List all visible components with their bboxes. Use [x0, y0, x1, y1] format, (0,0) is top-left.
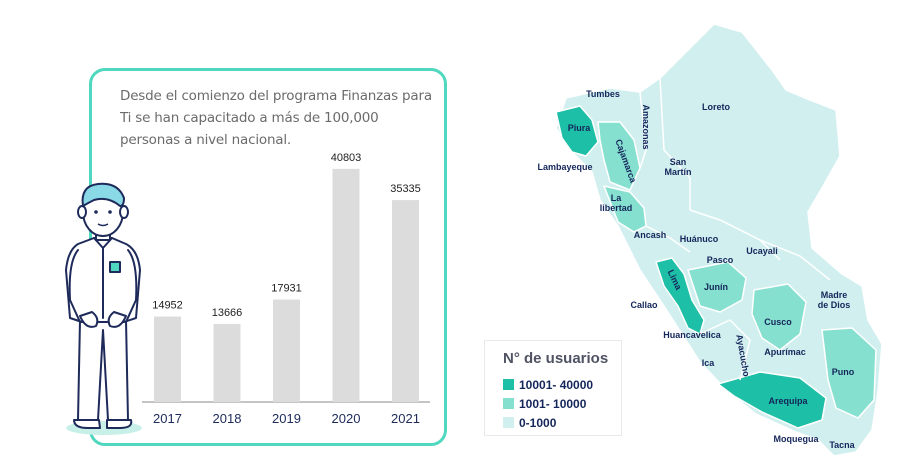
- map-region-puno: [821, 327, 877, 419]
- x-tick-label: 2020: [332, 411, 361, 426]
- info-panel: Desde el comienzo del programa Finanzas …: [89, 68, 447, 446]
- map-region-piura: [555, 105, 599, 157]
- map-label-arequipa: Arequipa: [768, 396, 808, 406]
- map-label-moquegua: Moquegua: [774, 434, 820, 444]
- legend-swatch-high: [503, 379, 514, 390]
- bar-value-label: 17931: [271, 283, 302, 295]
- map-label-callao: Callao: [630, 300, 658, 310]
- legend: N° de usuarios 10001- 40000 1001- 10000 …: [484, 340, 622, 436]
- map-label-huanuco: Huánuco: [680, 234, 719, 244]
- map-label-ucayali: Ucayali: [746, 246, 778, 256]
- map-label-ancash: Ancash: [634, 230, 667, 240]
- x-tick-label: 2018: [213, 411, 242, 426]
- map-label-tumbes: Tumbes: [586, 89, 620, 99]
- bar-2021: [392, 200, 419, 402]
- map-region-base: [555, 23, 883, 457]
- legend-label-low: 0-1000: [519, 416, 557, 430]
- map-label-junin: Junín: [704, 282, 728, 292]
- map-label-amazonas: Amazonas: [641, 104, 651, 149]
- map-label-madre-de-dios: Madre de Dios: [818, 290, 851, 310]
- x-tick-label: 2017: [153, 411, 182, 426]
- legend-swatch-mid: [503, 398, 514, 409]
- map-region-lima: [655, 257, 705, 335]
- bar-value-label: 14952: [152, 300, 183, 312]
- map-region-junin: [687, 261, 747, 313]
- map-label-puno: Puno: [832, 367, 855, 377]
- bar-2017: [154, 316, 181, 402]
- map-label-apurimac: Apurímac: [764, 347, 806, 357]
- legend-swatch-low: [503, 417, 514, 428]
- legend-title: N° de usuarios: [503, 350, 609, 367]
- map-label-loreto: Loreto: [702, 102, 731, 112]
- map-region-cusco: [751, 283, 807, 351]
- bar-value-label: 35335: [390, 183, 421, 195]
- map-label-cusco: Cusco: [764, 317, 792, 327]
- map-label-lima: Lima: [666, 268, 684, 292]
- bar-value-label: 13666: [212, 307, 243, 319]
- bar-2019: [273, 299, 300, 402]
- map-label-lambayeque: Lambayeque: [537, 162, 592, 172]
- map-label-cajamarca: Cajamarca: [613, 138, 638, 185]
- map-label-tacna: Tacna: [829, 440, 855, 450]
- info-text: Desde el comienzo del programa Finanzas …: [120, 88, 432, 148]
- map-region-cajamarca: [597, 121, 641, 191]
- map-label-san-martin: San Martín: [665, 157, 692, 177]
- bar-2018: [213, 323, 241, 402]
- x-tick-label: 2021: [391, 411, 420, 426]
- map-label-pasco: Pasco: [707, 255, 734, 265]
- legend-label-high: 10001- 40000: [519, 378, 594, 392]
- x-tick-label: 2019: [272, 411, 301, 426]
- bar-2020: [332, 168, 360, 402]
- map-label-piura: Piura: [568, 123, 592, 133]
- map-label-ayacucho: Ayacucho: [734, 334, 751, 378]
- map-label-huancavelica: Huancavelica: [663, 330, 722, 340]
- map-label-la-libertad: La libertad: [600, 193, 633, 213]
- map-label-ica: Ica: [702, 358, 716, 368]
- map-region-arequipa: [717, 371, 827, 429]
- bar-value-label: 40803: [331, 152, 362, 164]
- legend-label-mid: 1001- 10000: [519, 397, 587, 411]
